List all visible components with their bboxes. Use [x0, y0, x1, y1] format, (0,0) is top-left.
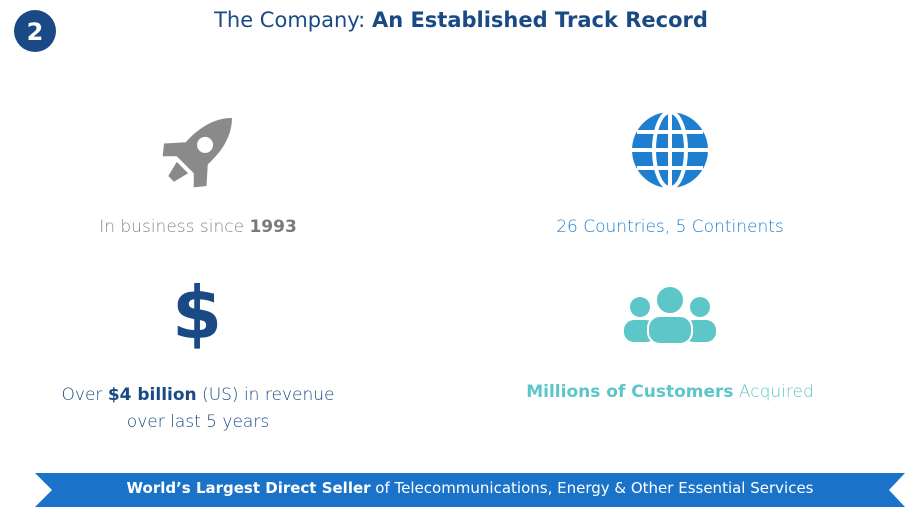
people-icon: [624, 285, 716, 345]
title-lead: The Company:: [214, 8, 372, 32]
banner-text: World’s Largest Direct Seller of Telecom…: [35, 479, 905, 497]
rocket-icon: [162, 118, 232, 188]
item-lead: Over: [61, 385, 108, 405]
item-lead: In business since: [99, 217, 250, 237]
item-tail: Acquired: [733, 382, 814, 402]
item-emphasis: $4 billion: [107, 385, 197, 405]
item-countries: 26 Countries, 5 Continents: [556, 217, 784, 237]
item-revenue: Over $4 billion (US) in revenue over last…: [28, 382, 368, 436]
item-line2: over last 5 years: [126, 412, 270, 432]
item-emphasis: Millions of Customers: [526, 382, 734, 402]
item-customers: Millions of Customers Acquired: [500, 382, 840, 402]
item-emphasis: 1993: [249, 217, 297, 237]
item-since: In business since 1993: [48, 217, 348, 237]
banner-tail: of Telecommunications, Energy & Other Es…: [370, 479, 814, 497]
badge-circle: [14, 10, 56, 52]
item-tail: (US) in revenue: [196, 385, 335, 405]
dollar-icon: $: [171, 271, 223, 355]
banner-shape: [35, 473, 905, 507]
title: The Company: An Established Track Record: [0, 8, 912, 32]
banner-emphasis: World’s Largest Direct Seller: [126, 479, 371, 497]
globe-icon: [632, 110, 708, 190]
badge-number: 2: [27, 18, 44, 46]
title-emphasis: An Established Track Record: [371, 8, 708, 32]
